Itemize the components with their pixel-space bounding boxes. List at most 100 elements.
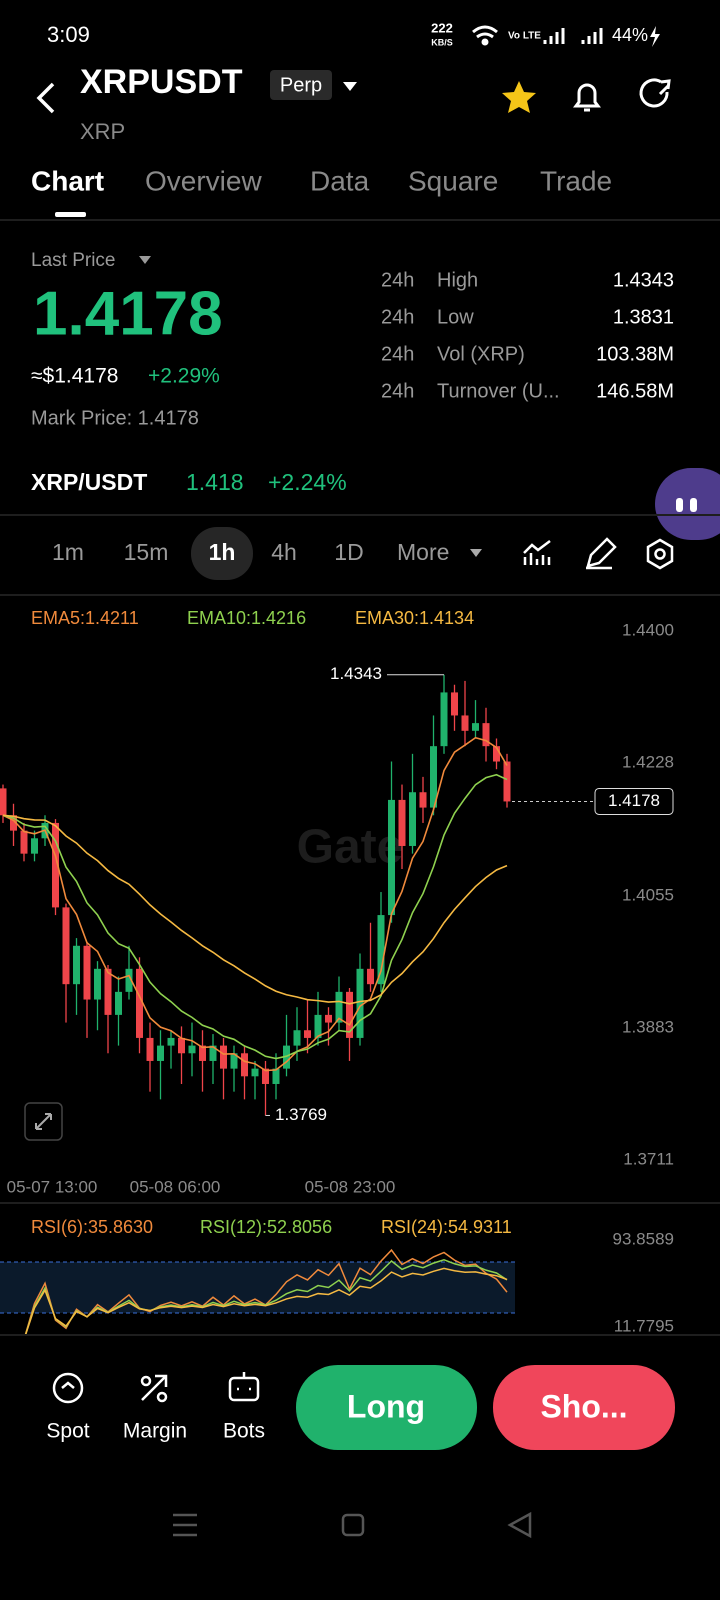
short-button-bg[interactable]: [493, 1365, 675, 1450]
candle-body: [52, 822, 59, 908]
interval[interactable]: 15m: [124, 539, 169, 565]
interval[interactable]: 1D: [334, 539, 363, 565]
back-button[interactable]: [36, 82, 55, 114]
alert-bell[interactable]: [573, 83, 601, 112]
candle-body: [335, 991, 343, 1023]
ema-line: [2, 773, 508, 1060]
long-button-bg[interactable]: [296, 1365, 477, 1450]
draw-button[interactable]: [586, 537, 617, 570]
candle-body: [31, 838, 38, 854]
candle-body: [440, 692, 448, 747]
clock: 3:09: [47, 22, 90, 47]
stat-period: 24h: [381, 269, 414, 291]
candles: [0, 674, 511, 1116]
last-price-label[interactable]: Last Price: [31, 250, 115, 271]
rsi-tick-label: 11.7795: [614, 1316, 674, 1335]
assistant-bubble[interactable]: [655, 468, 720, 540]
action-icons: [52, 1372, 260, 1404]
ema-line: [2, 736, 508, 1072]
candle-body: [178, 1037, 185, 1054]
high-label: 1.4343: [330, 664, 382, 683]
candle-body: [367, 968, 374, 985]
net-speed: 222: [431, 20, 453, 35]
candle-body: [167, 1037, 175, 1046]
perp-badge: Perp: [280, 74, 322, 96]
rsi-tick-label: 93.8589: [613, 1229, 674, 1248]
y-tick-label: 1.4400: [622, 620, 674, 639]
share-button[interactable]: [639, 78, 671, 108]
tab[interactable]: Chart: [31, 165, 104, 196]
symbol-dropdown[interactable]: [343, 82, 357, 91]
stat-value: 1.4343: [613, 269, 674, 291]
stat-period: 24h: [381, 343, 414, 365]
symbol: XRPUSDT: [80, 63, 243, 101]
charging-icon: [650, 26, 660, 47]
stat-value: 146.58M: [596, 380, 674, 402]
tab[interactable]: Trade: [540, 165, 612, 196]
volte: Vo LTE: [508, 31, 541, 42]
settings-button[interactable]: [646, 538, 674, 570]
tab[interactable]: Overview: [145, 165, 262, 196]
base-asset: XRP: [80, 119, 125, 144]
rsi-lines: [24, 1248, 508, 1335]
battery: 44%: [612, 25, 648, 45]
rsi-line: [24, 1267, 508, 1335]
candle-body: [325, 1014, 332, 1023]
mark-price: Mark Price: 1.4178: [31, 407, 199, 429]
pair-name[interactable]: XRP/USDT: [31, 469, 147, 495]
y-tick-label: 1.3711: [623, 1149, 674, 1168]
status-icons: [472, 25, 603, 46]
candle-body: [10, 815, 17, 831]
stat-name: High: [437, 269, 478, 291]
candle-body: [409, 792, 416, 846]
pair-price: 1.418: [186, 469, 244, 495]
interval[interactable]: 4h: [271, 539, 297, 565]
stat-period: 24h: [381, 306, 414, 328]
stat-value: 1.3831: [613, 306, 674, 328]
favorite-star[interactable]: [502, 81, 536, 113]
settings-dot: [654, 548, 666, 560]
tab-indicator: [55, 212, 86, 217]
interval[interactable]: 1m: [52, 539, 84, 565]
last-price: 1.4178: [33, 279, 223, 348]
dropdown: [139, 256, 151, 264]
candle-body: [251, 1068, 259, 1077]
tab[interactable]: Square: [408, 165, 498, 196]
ema-line: [2, 814, 508, 1005]
stat-value: 103.38M: [596, 343, 674, 365]
x-tick-label: 05-08 23:00: [305, 1177, 396, 1196]
ema-legend: EMA10:1.4216: [187, 608, 306, 628]
y-tick-label: 1.4055: [622, 885, 674, 904]
candle-body: [356, 968, 364, 1038]
short-button[interactable]: Sho...: [540, 1388, 627, 1424]
interval[interactable]: More: [397, 539, 449, 565]
pair-change: +2.24%: [268, 469, 347, 495]
candle-body: [20, 830, 28, 854]
rsi-legend: RSI(24):54.9311: [381, 1217, 512, 1237]
candle-body: [451, 692, 458, 716]
candle-body: [398, 799, 406, 846]
interval[interactable]: 1h: [209, 539, 236, 565]
last-price-tag: 1.4178: [608, 791, 660, 810]
price-change: +2.29%: [148, 365, 220, 388]
y-tick-label: 1.4228: [622, 753, 674, 772]
last-price-box: [594, 787, 674, 815]
y-tick-label: 1.3883: [622, 1017, 674, 1036]
indicator-button[interactable]: [523, 540, 551, 565]
x-tick-label: 05-07 13:00: [7, 1177, 98, 1196]
candle-body: [209, 1045, 217, 1061]
action-label[interactable]: Margin: [123, 1420, 187, 1443]
ema-legend: EMA30:1.4134: [355, 608, 474, 628]
candle-body: [62, 907, 70, 985]
long-button[interactable]: Long: [347, 1388, 425, 1424]
candle-body: [482, 723, 490, 747]
action-label[interactable]: Spot: [46, 1420, 89, 1443]
candle-body: [472, 723, 479, 731]
rsi-legend: RSI(12):52.8056: [200, 1217, 332, 1237]
stat-name: Low: [437, 306, 474, 328]
action-label[interactable]: Bots: [223, 1420, 265, 1443]
dropdown: [470, 549, 482, 557]
tab[interactable]: Data: [310, 165, 370, 196]
stat-period: 24h: [381, 380, 414, 402]
candle-body: [262, 1068, 269, 1084]
